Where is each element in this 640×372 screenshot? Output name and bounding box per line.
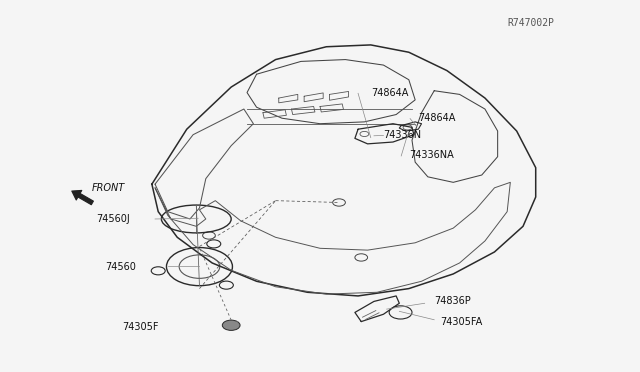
Text: R747002P: R747002P [508, 18, 555, 28]
Text: 74305FA: 74305FA [440, 317, 483, 327]
Text: 74864A: 74864A [371, 87, 408, 97]
Text: 74560J: 74560J [96, 214, 130, 224]
Circle shape [222, 320, 240, 330]
FancyArrowPatch shape [72, 190, 93, 205]
Text: 74336N: 74336N [383, 130, 422, 140]
Text: 74336NA: 74336NA [409, 150, 454, 160]
Text: 74836P: 74836P [434, 296, 471, 307]
Text: 74560: 74560 [105, 262, 136, 272]
Text: FRONT: FRONT [92, 183, 125, 193]
Text: 74864A: 74864A [419, 113, 456, 123]
Text: 74305F: 74305F [122, 322, 158, 332]
